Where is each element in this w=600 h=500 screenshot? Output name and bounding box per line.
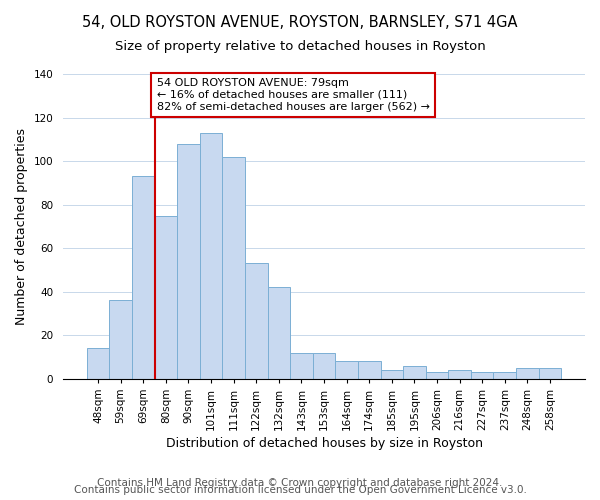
Bar	[335, 362, 358, 379]
Bar	[155, 216, 177, 379]
Bar	[448, 370, 471, 379]
Bar	[109, 300, 132, 379]
Bar	[539, 368, 561, 379]
Bar	[177, 144, 200, 379]
X-axis label: Distribution of detached houses by size in Royston: Distribution of detached houses by size …	[166, 437, 482, 450]
Bar	[380, 370, 403, 379]
Bar	[87, 348, 109, 379]
Bar	[358, 362, 380, 379]
Bar	[516, 368, 539, 379]
Bar	[471, 372, 493, 379]
Text: Contains HM Land Registry data © Crown copyright and database right 2024.: Contains HM Land Registry data © Crown c…	[97, 478, 503, 488]
Bar	[200, 133, 223, 379]
Bar	[313, 353, 335, 379]
Bar	[403, 366, 425, 379]
Text: Size of property relative to detached houses in Royston: Size of property relative to detached ho…	[115, 40, 485, 53]
Text: 54 OLD ROYSTON AVENUE: 79sqm
← 16% of detached houses are smaller (111)
82% of s: 54 OLD ROYSTON AVENUE: 79sqm ← 16% of de…	[157, 78, 430, 112]
Bar	[425, 372, 448, 379]
Bar	[132, 176, 155, 379]
Bar	[223, 157, 245, 379]
Y-axis label: Number of detached properties: Number of detached properties	[15, 128, 28, 325]
Bar	[493, 372, 516, 379]
Bar	[268, 288, 290, 379]
Bar	[245, 264, 268, 379]
Bar	[290, 353, 313, 379]
Text: Contains public sector information licensed under the Open Government Licence v3: Contains public sector information licen…	[74, 485, 526, 495]
Text: 54, OLD ROYSTON AVENUE, ROYSTON, BARNSLEY, S71 4GA: 54, OLD ROYSTON AVENUE, ROYSTON, BARNSLE…	[82, 15, 518, 30]
